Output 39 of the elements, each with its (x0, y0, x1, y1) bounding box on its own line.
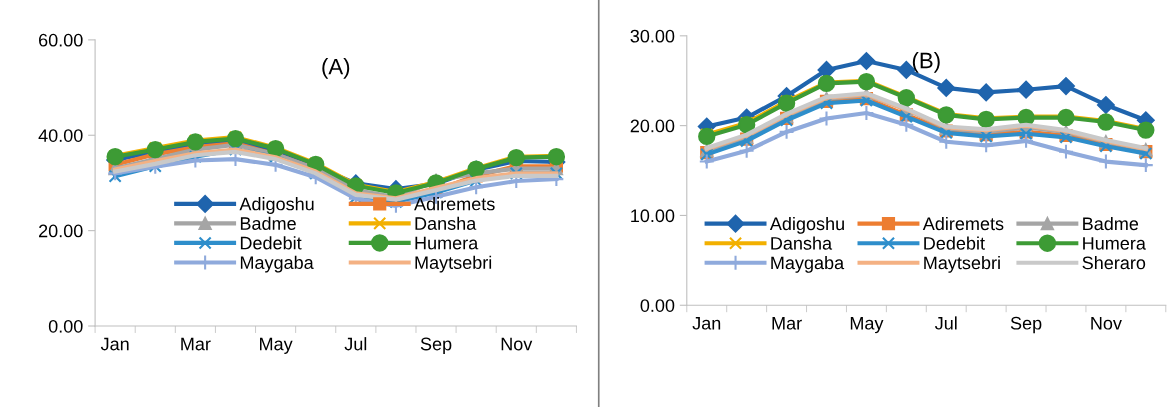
y-tick-label: 30.00 (630, 29, 675, 43)
y-tick-label: 40.00 (38, 129, 83, 142)
y-tick-label: 0.00 (48, 319, 83, 333)
legend-label: Maygaba (240, 255, 314, 273)
legend-label: Maygaba (771, 256, 845, 273)
text: (B) (912, 52, 940, 73)
legend-label: Humera (415, 236, 479, 250)
x-tick-label: Nov (1091, 317, 1122, 330)
x-tick-label: Sep (420, 337, 452, 354)
legend-label: Badme (240, 216, 296, 230)
x-tick-label: Nov (501, 337, 533, 351)
y-tick-label: 10.00 (631, 209, 675, 223)
legend-label: Badme (1083, 216, 1139, 231)
x-tick-label: Mar (181, 337, 211, 351)
y-tick-label: 20.00 (630, 119, 675, 133)
legend-label: Adiremets (414, 197, 495, 211)
legend-label: Sheraro (1082, 256, 1146, 270)
legend-label: Maytsebri (415, 255, 492, 273)
legend-label: Maytsebri (924, 256, 1000, 273)
legend-label: Dansha (415, 216, 477, 230)
x-tick-label: Jan (692, 317, 721, 330)
legend-label: Dedebit (924, 236, 985, 250)
x-tick-label: Mar (772, 317, 802, 330)
legend-label: Adigoshu (769, 216, 844, 234)
text: (A) (322, 58, 350, 79)
legend-label: Dedebit (240, 236, 302, 250)
y-tick-label: 20.00 (39, 224, 83, 238)
legend-label: Dansha (771, 236, 833, 250)
x-tick-label: Jan (100, 337, 129, 351)
x-tick-label: May (260, 337, 293, 354)
y-tick-label: 0.00 (640, 299, 675, 312)
x-tick-label: Jul (934, 316, 957, 330)
y-tick-label: 60.00 (39, 33, 83, 47)
legend-label: Humera (1083, 237, 1146, 250)
x-tick-label: May (850, 317, 884, 334)
legend-label: Adiremets (922, 216, 1004, 231)
x-tick-label: Jul (344, 337, 367, 351)
x-tick-label: Sep (1010, 316, 1042, 334)
legend-label: Adigoshu (239, 197, 314, 214)
